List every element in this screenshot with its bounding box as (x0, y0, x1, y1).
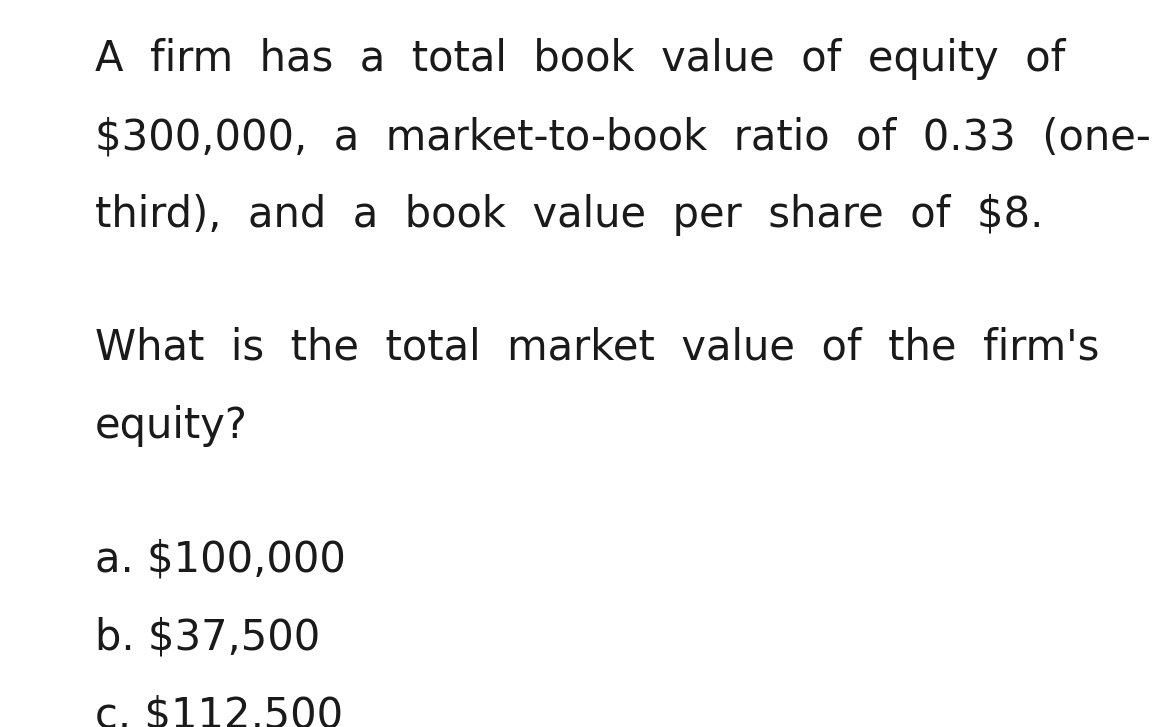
Text: equity?: equity? (95, 405, 248, 447)
Text: What  is  the  total  market  value  of  the  firm's: What is the total market value of the fi… (95, 327, 1099, 369)
Text: A  firm  has  a  total  book  value  of  equity  of: A firm has a total book value of equity … (95, 38, 1065, 80)
Text: b. $37,500: b. $37,500 (95, 616, 321, 658)
Text: $300,000,  a  market-to-book  ratio  of  0.33  (one-: $300,000, a market-to-book ratio of 0.33… (95, 116, 1151, 158)
Text: c. $112,500: c. $112,500 (95, 694, 343, 727)
Text: third),  and  a  book  value  per  share  of  $8.: third), and a book value per share of $8… (95, 194, 1043, 236)
Text: a. $100,000: a. $100,000 (95, 538, 346, 580)
